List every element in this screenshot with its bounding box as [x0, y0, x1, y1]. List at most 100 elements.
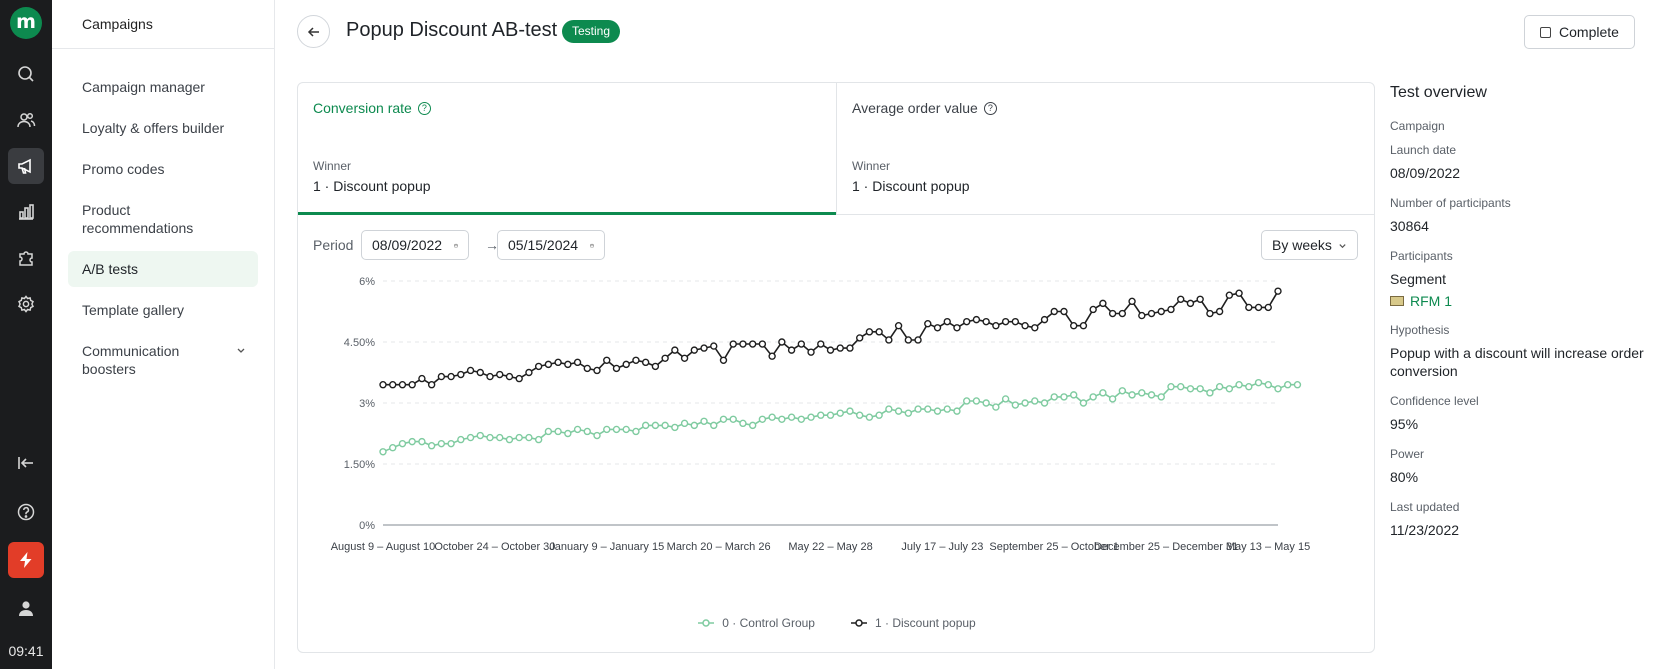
data-point: [1215, 307, 1224, 316]
data-point: [525, 368, 533, 377]
data-point: [826, 411, 835, 419]
data-point: [1118, 387, 1127, 395]
data-point: [1196, 295, 1204, 303]
data-point: [904, 409, 913, 417]
sidebar-item-promo-codes[interactable]: Promo codes: [82, 161, 165, 177]
end-date-input[interactable]: 05/15/2024: [497, 230, 605, 260]
puzzle-icon[interactable]: [8, 240, 44, 276]
users-icon[interactable]: [8, 102, 44, 138]
y-tick-label: 6%: [359, 277, 375, 288]
collapse-icon[interactable]: [8, 445, 44, 481]
data-point: [427, 380, 436, 389]
sidebar-item-communication-boosters[interactable]: Communication boosters: [68, 333, 258, 387]
start-date-input[interactable]: 08/09/2022: [361, 230, 469, 260]
sidebar-item-template-gallery[interactable]: Template gallery: [82, 302, 184, 318]
data-point: [1050, 307, 1058, 316]
data-point: [787, 413, 796, 421]
data-point: [748, 340, 757, 348]
data-point: [505, 372, 514, 381]
data-point: [972, 315, 981, 324]
data-point: [748, 421, 757, 430]
winner-label: Winner: [313, 159, 352, 173]
sidebar-item-campaign-manager[interactable]: Campaign manager: [82, 79, 205, 95]
legend-discount-popup[interactable]: 1 · Discount popup: [850, 616, 976, 630]
data-point: [817, 340, 825, 348]
gear-icon[interactable]: [8, 286, 44, 322]
x-tick-label: January 9 – January 15: [549, 541, 664, 553]
y-tick-label: 1.50%: [344, 459, 375, 471]
legend-control-group[interactable]: 0 · Control Group: [698, 616, 815, 630]
help-circle-icon[interactable]: ?: [417, 101, 431, 115]
sidebar-item-loyalty-offers-builder[interactable]: Loyalty & offers builder: [82, 120, 225, 136]
search-icon[interactable]: [8, 56, 44, 92]
data-point: [1070, 391, 1078, 399]
app-logo[interactable]: m: [10, 7, 42, 39]
data-point: [710, 421, 718, 430]
data-point: [1021, 322, 1029, 330]
data-point: [622, 360, 630, 369]
data-point: [739, 340, 747, 348]
data-point: [583, 427, 591, 436]
tab-conversion-rate[interactable]: Conversion rate ? Winner 1 · Discount po…: [298, 83, 836, 215]
data-point: [914, 336, 922, 344]
granularity-select[interactable]: By weeks: [1261, 230, 1358, 260]
bolt-icon[interactable]: [8, 542, 44, 578]
x-tick-label: May 22 – May 28: [788, 541, 872, 553]
data-point: [447, 372, 455, 381]
megaphone-icon[interactable]: [8, 148, 44, 184]
data-point: [534, 435, 543, 444]
data-point: [1138, 389, 1146, 397]
data-point: [1118, 309, 1127, 318]
profile-icon[interactable]: [8, 590, 44, 626]
data-point: [797, 340, 806, 348]
hypothesis-value: Popup with a discount will increase orde…: [1390, 345, 1644, 379]
help-icon[interactable]: [8, 494, 44, 530]
x-tick-label: July 17 – July 23: [901, 541, 983, 553]
data-point: [525, 433, 533, 442]
sidebar-item-ab-tests[interactable]: A/B tests: [68, 251, 258, 287]
data-point: [457, 370, 465, 379]
data-point: [1254, 378, 1263, 387]
data-point: [1284, 380, 1292, 389]
participants-label: Participants: [1390, 249, 1453, 263]
data-point: [661, 421, 669, 430]
data-point: [982, 317, 990, 326]
chevron-down-icon: [237, 348, 245, 353]
icon-rail: m 09:41: [0, 0, 52, 669]
data-point: [661, 354, 669, 362]
arrow-left-icon: [307, 26, 319, 37]
data-point: [1245, 303, 1253, 312]
data-point: [1157, 307, 1165, 316]
data-point: [1245, 383, 1253, 391]
chart-legend: 0 · Control Group 1 · Discount popup: [298, 616, 1374, 630]
data-point: [505, 435, 514, 444]
data-point: [836, 409, 844, 417]
x-tick-label: December 25 – December 31: [1094, 541, 1238, 553]
metric-name-text: Average order value: [852, 100, 978, 116]
data-point: [1001, 317, 1010, 326]
data-point: [573, 425, 582, 434]
segment-link[interactable]: RFM 1: [1390, 293, 1660, 309]
launch-date-label: Launch date: [1390, 143, 1457, 157]
data-point: [1099, 389, 1107, 397]
data-point: [846, 344, 854, 352]
power-label: Power: [1390, 447, 1425, 461]
help-circle-icon[interactable]: ?: [983, 101, 997, 115]
data-point: [904, 336, 913, 344]
data-point: [729, 340, 737, 348]
data-point: [943, 405, 951, 413]
bar-chart-icon[interactable]: [8, 194, 44, 230]
back-button[interactable]: [297, 15, 330, 48]
data-point: [924, 320, 932, 328]
data-point: [739, 419, 747, 428]
data-point: [933, 324, 942, 332]
sidebar-item-product-recommendations[interactable]: Product recommendations: [82, 202, 194, 236]
tab-average-order-value[interactable]: Average order value ? Winner 1 · Discoun…: [836, 83, 1374, 214]
status-badge: Testing: [562, 20, 621, 43]
complete-button[interactable]: Complete: [1524, 15, 1635, 49]
data-point: [787, 346, 796, 354]
data-point: [408, 380, 416, 389]
results-card: Conversion rate ? Winner 1 · Discount po…: [297, 82, 1375, 653]
data-point: [729, 415, 737, 423]
metric-tabs: Conversion rate ? Winner 1 · Discount po…: [298, 83, 1374, 215]
